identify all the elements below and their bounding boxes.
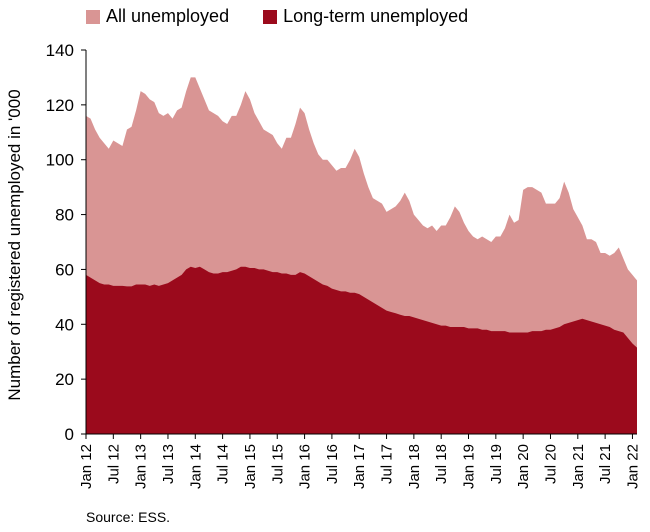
legend-swatch-long-term-unemployed: [263, 9, 278, 24]
x-tick-label: Jan 14: [187, 444, 204, 489]
y-tick-label: 100: [46, 151, 74, 170]
y-axis-label: Number of registered unemployed in '000: [5, 89, 24, 400]
y-tick-label: 40: [55, 315, 74, 334]
x-tick-label: Jul 21: [597, 444, 614, 484]
x-tick-label: Jul 12: [105, 444, 122, 484]
x-tick-label: Jan 18: [406, 444, 423, 489]
y-tick-label: 60: [55, 260, 74, 279]
x-tick-label: Jan 12: [78, 444, 95, 489]
x-tick-label: Jul 17: [379, 444, 396, 484]
area-series-1: [86, 266, 637, 434]
chart-axes: 0 20 40 60 80 100 120 140 Jan 12 Jul 12 Jan 13 Jul …: [46, 41, 642, 489]
y-tick-label: 20: [55, 370, 74, 389]
x-tick-label: Jul 13: [160, 444, 177, 484]
x-tick-label: Jul 14: [215, 444, 232, 484]
x-tick-label: Jan 16: [297, 444, 314, 489]
y-tick-label: 120: [46, 96, 74, 115]
y-tick-label: 140: [46, 41, 74, 60]
y-tick-label: 0: [65, 425, 74, 444]
chart-areas: [86, 77, 637, 435]
x-tick-label: Jul 20: [542, 444, 559, 484]
x-tick-label: Jan 20: [515, 444, 532, 489]
y-tick-label: 80: [55, 206, 74, 225]
x-tick-label: Jan 15: [242, 444, 259, 489]
x-tick-label: Jul 18: [433, 444, 450, 484]
x-tick-label: Jul 15: [269, 444, 286, 484]
x-tick-label: Jul 19: [488, 444, 505, 484]
x-tick-label: Jan 13: [133, 444, 150, 489]
x-tick-label: Jan 22: [624, 444, 641, 489]
x-tick-label: Jul 16: [324, 444, 341, 484]
legend-label-long-term-unemployed: Long-term unemployed: [283, 6, 469, 26]
legend-item-all-unemployed: All unemployed: [86, 6, 229, 27]
x-tick-label: Jan 21: [570, 444, 587, 489]
legend: All unemployed Long-term unemployed: [86, 6, 468, 27]
legend-item-long-term-unemployed: Long-term unemployed: [263, 6, 468, 27]
legend-label-all-unemployed: All unemployed: [106, 6, 230, 26]
legend-swatch-all-unemployed: [86, 9, 100, 24]
x-tick-label: Jan 19: [461, 444, 478, 489]
x-tick-label: Jan 17: [351, 444, 368, 489]
source-note: Source: ESS.: [86, 509, 171, 525]
